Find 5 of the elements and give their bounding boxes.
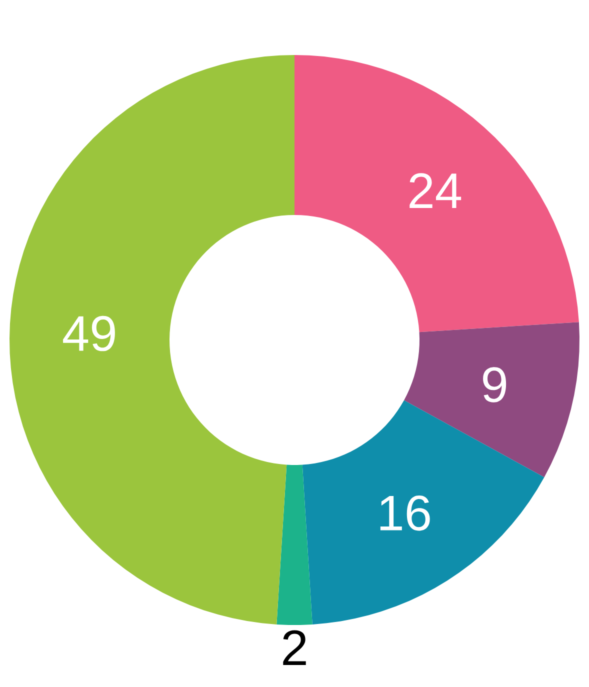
data-label: 24 [410,173,462,208]
data-label: 9 [483,367,506,402]
data-label: 2 [283,630,306,665]
data-label: 16 [380,495,430,531]
data-label: 49 [63,316,115,352]
